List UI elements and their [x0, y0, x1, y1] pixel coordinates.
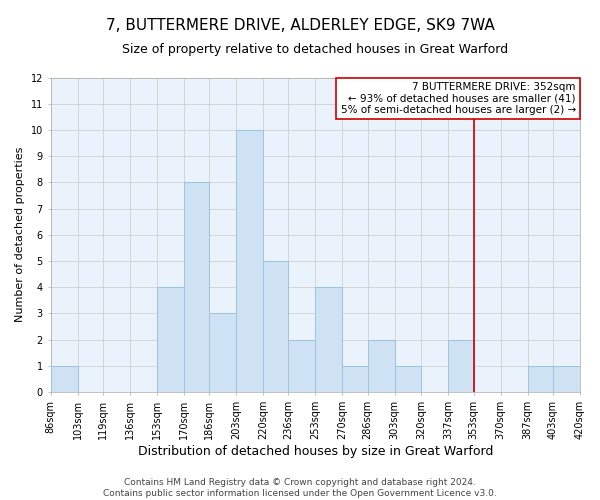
- X-axis label: Distribution of detached houses by size in Great Warford: Distribution of detached houses by size …: [137, 444, 493, 458]
- Bar: [184, 182, 209, 392]
- Bar: [553, 366, 580, 392]
- Text: 7, BUTTERMERE DRIVE, ALDERLEY EDGE, SK9 7WA: 7, BUTTERMERE DRIVE, ALDERLEY EDGE, SK9 …: [106, 18, 494, 32]
- Bar: [527, 366, 553, 392]
- Bar: [342, 366, 368, 392]
- Bar: [448, 340, 474, 392]
- Bar: [368, 340, 395, 392]
- Bar: [50, 366, 77, 392]
- Text: Contains HM Land Registry data © Crown copyright and database right 2024.
Contai: Contains HM Land Registry data © Crown c…: [103, 478, 497, 498]
- Bar: [157, 287, 184, 392]
- Title: Size of property relative to detached houses in Great Warford: Size of property relative to detached ho…: [122, 42, 508, 56]
- Text: 7 BUTTERMERE DRIVE: 352sqm
← 93% of detached houses are smaller (41)
5% of semi-: 7 BUTTERMERE DRIVE: 352sqm ← 93% of deta…: [341, 82, 576, 115]
- Bar: [580, 366, 600, 392]
- Y-axis label: Number of detached properties: Number of detached properties: [15, 147, 25, 322]
- Bar: [315, 287, 342, 392]
- Bar: [209, 314, 236, 392]
- Bar: [236, 130, 263, 392]
- Bar: [395, 366, 421, 392]
- Bar: [289, 340, 315, 392]
- Bar: [263, 261, 289, 392]
